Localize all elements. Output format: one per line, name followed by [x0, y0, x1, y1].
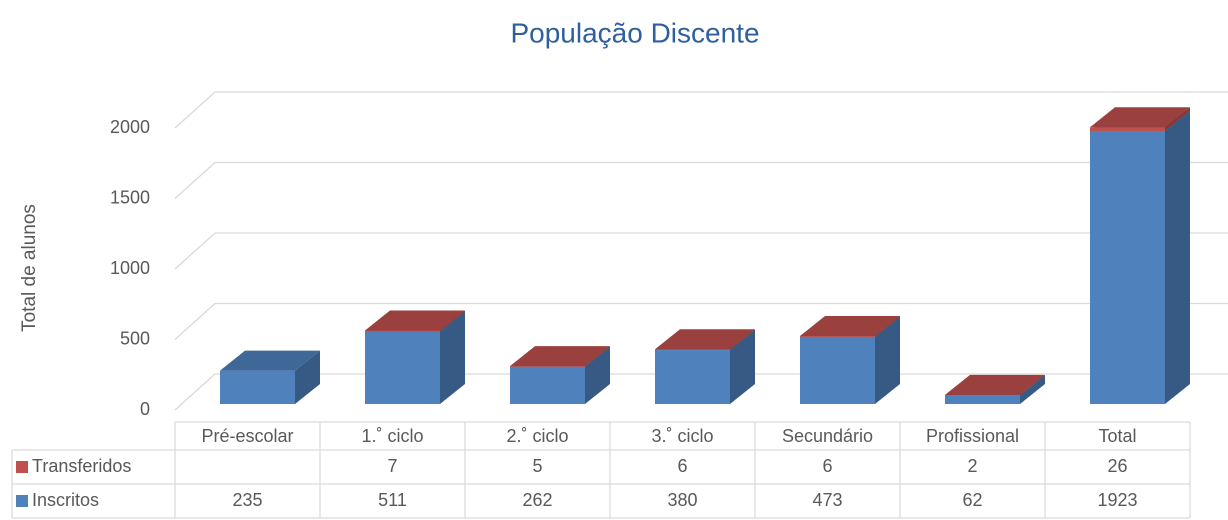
y-tick-label: 2000	[110, 117, 150, 137]
table-value: 262	[522, 490, 552, 510]
y-tick-label: 500	[120, 328, 150, 348]
chart-title: População Discente	[510, 17, 759, 48]
table-value: 380	[667, 490, 697, 510]
bar-front	[220, 370, 295, 404]
column-header: Secundário	[782, 426, 873, 446]
bar-top	[365, 310, 465, 331]
column-header: 1.˚ ciclo	[361, 426, 423, 446]
bar-front	[510, 366, 585, 367]
legend-label: Transferidos	[32, 456, 131, 476]
bar-front	[800, 336, 875, 404]
bar	[510, 346, 610, 367]
legend-label: Inscritos	[32, 490, 99, 510]
table-value: 26	[1107, 456, 1127, 476]
y-axis-label: Total de alunos	[19, 204, 40, 332]
bar-front	[1090, 130, 1165, 404]
legend-key	[16, 461, 28, 473]
table-value: 2	[967, 456, 977, 476]
bar-front	[510, 366, 585, 404]
table-value: 7	[387, 456, 397, 476]
bar-front	[655, 350, 730, 404]
bar-front	[365, 331, 440, 404]
bar-side	[1165, 110, 1190, 405]
y-tick-label: 1500	[110, 187, 150, 207]
column-header: Total	[1098, 426, 1136, 446]
table-value: 6	[822, 456, 832, 476]
grid-line	[174, 302, 1228, 340]
bar	[800, 315, 900, 337]
table-value: 473	[812, 490, 842, 510]
grid-line	[174, 232, 1228, 270]
bar	[1090, 107, 1190, 131]
bar-front	[800, 335, 875, 337]
table-value: 511	[378, 490, 407, 510]
bar	[945, 374, 1045, 396]
table-value: 1923	[1097, 490, 1137, 510]
bar-front	[1090, 127, 1165, 131]
legend-key	[16, 495, 28, 507]
table-value: 62	[962, 490, 982, 510]
bar-side	[585, 346, 610, 367]
column-header: Pré-escolar	[201, 426, 293, 446]
bar-side	[1020, 374, 1045, 396]
bar	[1090, 110, 1190, 405]
bar-side	[440, 311, 465, 404]
y-tick-label: 0	[140, 399, 150, 419]
column-header: 3.˚ ciclo	[651, 426, 713, 446]
bar-side	[1020, 375, 1045, 404]
bar-top	[655, 329, 755, 350]
bar-front	[945, 395, 1020, 404]
bar-side	[1165, 107, 1190, 131]
bar	[655, 329, 755, 351]
bar-top	[220, 350, 320, 371]
y-tick-label: 1000	[110, 258, 150, 278]
bar	[220, 350, 320, 404]
bar-top	[1090, 107, 1190, 128]
bar-side	[730, 330, 755, 404]
bar-side	[295, 350, 320, 404]
grid-line	[174, 161, 1228, 199]
table-value: 235	[232, 490, 262, 510]
bar-top	[510, 346, 610, 367]
bar-side	[875, 316, 900, 404]
bar-side	[875, 315, 900, 337]
bar-top	[945, 374, 1045, 395]
bar-side	[440, 310, 465, 332]
table-value: 6	[677, 456, 687, 476]
bar-side	[730, 329, 755, 351]
column-header: 2.˚ ciclo	[506, 426, 568, 446]
column-header: Profissional	[926, 426, 1019, 446]
bar-front	[365, 330, 440, 332]
grid-line	[174, 91, 1228, 129]
table-value: 5	[532, 456, 542, 476]
bar-front	[655, 349, 730, 351]
bar-top	[800, 315, 900, 336]
bar	[365, 310, 465, 332]
bar-side	[585, 346, 610, 404]
